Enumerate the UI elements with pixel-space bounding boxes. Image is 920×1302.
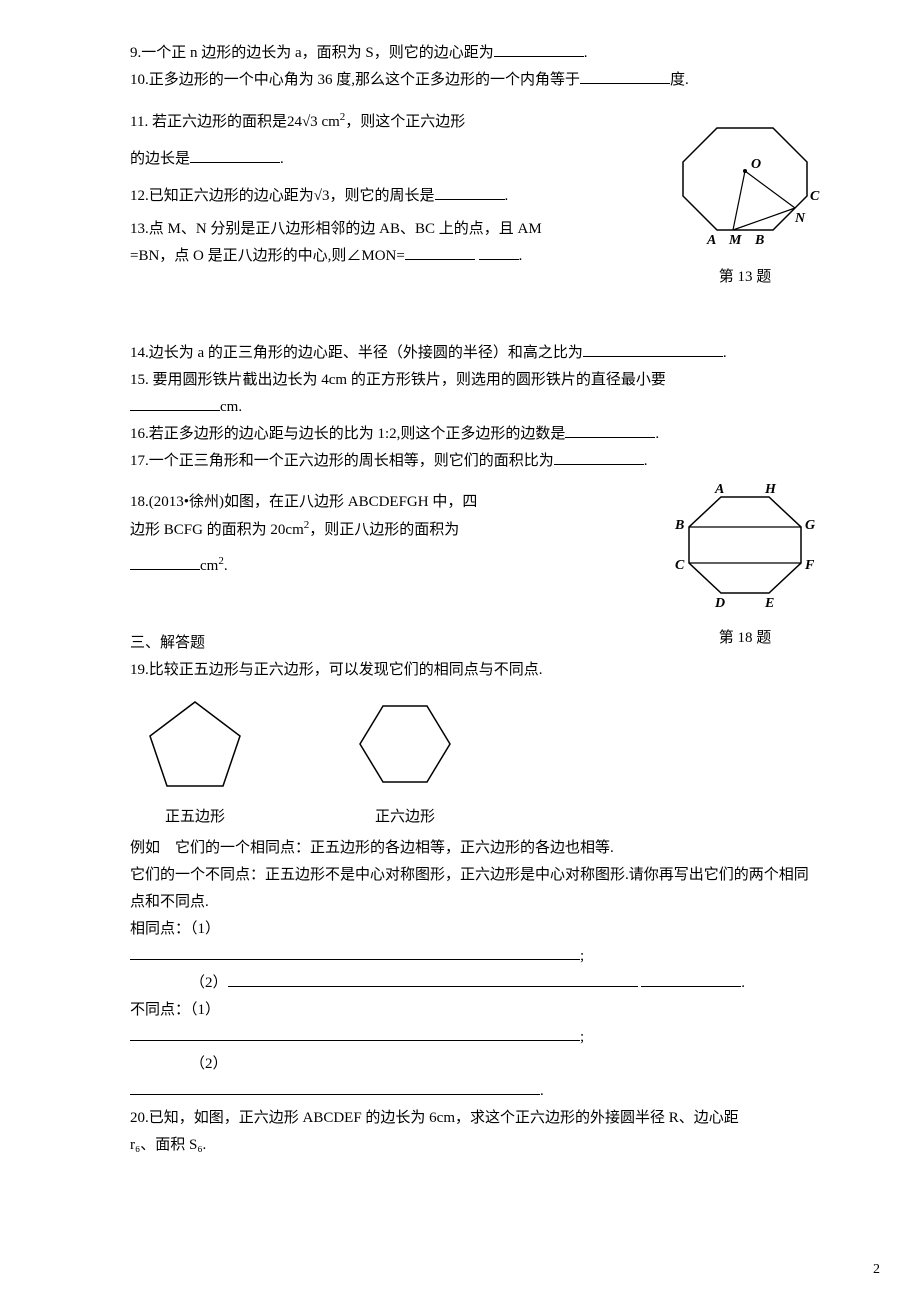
q11-a: 11. 若正六边形的面积是 (130, 114, 287, 130)
svg-text:F: F (804, 558, 815, 573)
q17-text: 17.一个正三角形和一个正六边形的周长相等，则它们的面积比为 (130, 453, 554, 469)
svg-text:C: C (810, 189, 820, 204)
svg-text:H: H (764, 482, 777, 497)
blank[interactable] (228, 986, 638, 987)
q11-unit: cm (318, 114, 340, 130)
svg-text:C: C (675, 558, 685, 573)
blank[interactable] (190, 162, 280, 163)
svg-text:N: N (794, 211, 806, 226)
svg-text:M: M (728, 233, 742, 248)
q11-c: 的边长是 (130, 151, 190, 167)
figure-18: A H B G C F D E 第 18 题 (650, 479, 840, 652)
octagon-18-svg: A H B G C F D E (653, 479, 838, 609)
q19-similar-label: 相同点：（1） (130, 916, 810, 943)
q18-d: cm (200, 558, 218, 574)
svg-text:E: E (764, 596, 774, 609)
q11-b: ，则这个正六边形 (345, 114, 465, 130)
q12-b: ，则它的周长是 (330, 188, 435, 204)
q19-diff: 它们的一个不同点：正五边形不是中心对称图形，正六边形是中心对称图形.请你再写出它… (130, 862, 810, 916)
q15-a: 15. 要用圆形铁片截出边长为 4cm 的正方形铁片，则选用的圆形铁片的直径最小… (130, 367, 810, 394)
block-11-13: 11. 若正六边形的面积是24√3 cm2，则这个正六边形 的边长是. 12.已… (130, 108, 810, 270)
fig13-caption: 第 13 题 (650, 264, 840, 291)
blank[interactable] (641, 986, 741, 987)
q14-text: 14.边长为 a 的正三角形的边心距、半径（外接圆的半径）和高之比为 (130, 345, 583, 361)
svg-text:A: A (706, 233, 716, 248)
hexagon-shape (360, 706, 450, 782)
q9-text: 9.一个正 n 边形的边长为 a，面积为 S，则它的边心距为 (130, 45, 494, 61)
pentagon-shape (150, 702, 240, 786)
num2: （2） (190, 975, 228, 991)
hexagon-col: 正六边形 (350, 694, 460, 831)
blank[interactable] (580, 83, 670, 84)
svg-text:O: O (751, 157, 761, 172)
pentagon-svg (140, 694, 250, 794)
blank[interactable] (435, 199, 505, 200)
q19-different-label: 不同点：（1） (130, 997, 810, 1024)
svg-text:B: B (674, 518, 684, 533)
fig18-caption: 第 18 题 (650, 625, 840, 652)
q17: 17.一个正三角形和一个正六边形的周长相等，则它们的面积比为. (130, 448, 810, 475)
blank[interactable] (130, 959, 580, 960)
q10-text: 10.正多边形的一个中心角为 36 度,那么这个正多边形的一个内角等于 (130, 72, 580, 88)
q14: 14.边长为 a 的正三角形的边心距、半径（外接圆的半径）和高之比为. (130, 340, 810, 367)
hexagon-label: 正六边形 (350, 804, 460, 831)
q10: 10.正多边形的一个中心角为 36 度,那么这个正多边形的一个内角等于 度. (130, 67, 810, 94)
sup2: 2 (218, 555, 224, 567)
svg-text:B: B (754, 233, 764, 248)
svg-text:A: A (714, 482, 724, 497)
q15: 15. 要用圆形铁片截出边长为 4cm 的正方形铁片，则选用的圆形铁片的直径最小… (130, 367, 810, 421)
num2b: （2） (190, 1051, 810, 1078)
math-24sqrt3: 24√3 (287, 114, 318, 130)
q13-b: =BN，点 O 是正八边形的中心,则∠MON= (130, 248, 405, 264)
q19-example: 例如 它们的一个相同点：正五边形的各边相等，正六边形的各边也相等. (130, 835, 810, 862)
line-ON (745, 171, 795, 208)
blank[interactable] (130, 1040, 580, 1041)
math-sqrt3: √3 (314, 188, 330, 204)
q9: 9.一个正 n 边形的边长为 a，面积为 S，则它的边心距为. (130, 40, 810, 67)
line-MN (733, 208, 795, 230)
q18-c: ，则正八边形的面积为 (309, 522, 459, 538)
q18-b: 边形 BCFG 的面积为 20cm (130, 522, 304, 538)
blank[interactable] (583, 356, 723, 357)
blank[interactable] (494, 56, 584, 57)
blank[interactable] (130, 1094, 540, 1095)
octagon-13-svg: O C N A M B (655, 118, 835, 248)
point-O (743, 169, 747, 173)
q19-text: 19.比较正五边形与正六边形，可以发现它们的相同点与不同点. (130, 657, 810, 684)
blank[interactable] (565, 437, 655, 438)
q20-b: r₆、面积 S₆. (130, 1132, 810, 1159)
blank[interactable] (405, 259, 475, 260)
figure-13: O C N A M B 第 13 题 (650, 118, 840, 291)
svg-text:G: G (805, 518, 815, 533)
q20-a: 20.已知，如图，正六边形 ABCDEF 的边长为 6cm，求这个正六边形的外接… (130, 1105, 810, 1132)
q15-b: cm. (220, 399, 242, 415)
pentagon-col: 正五边形 (140, 694, 250, 831)
pentagon-label: 正五边形 (140, 804, 250, 831)
blank[interactable] (554, 464, 644, 465)
q10-suffix: 度. (670, 72, 689, 88)
blank[interactable] (130, 569, 200, 570)
q12-a: 12.已知正六边形的边心距为 (130, 188, 314, 204)
page-number: 2 (873, 1257, 880, 1282)
page: 9.一个正 n 边形的边长为 a，面积为 S，则它的边心距为. 10.正多边形的… (130, 40, 810, 1159)
blank[interactable] (479, 259, 519, 260)
octagon-shape (689, 497, 801, 593)
q16-text: 16.若正多边形的边心距与边长的比为 1:2,则这个正多边形的边数是 (130, 426, 565, 442)
octagon-shape (683, 128, 807, 230)
svg-text:D: D (714, 596, 725, 609)
block-18: 18.(2013•徐州)如图，在正八边形 ABCDEFGH 中，四 边形 BCF… (130, 489, 810, 580)
shapes-row: 正五边形 正六边形 (140, 694, 810, 831)
blank[interactable] (130, 410, 220, 411)
q16: 16.若正多边形的边心距与边长的比为 1:2,则这个正多边形的边数是. (130, 421, 810, 448)
hexagon-svg (350, 694, 460, 794)
line-OM (733, 171, 745, 230)
